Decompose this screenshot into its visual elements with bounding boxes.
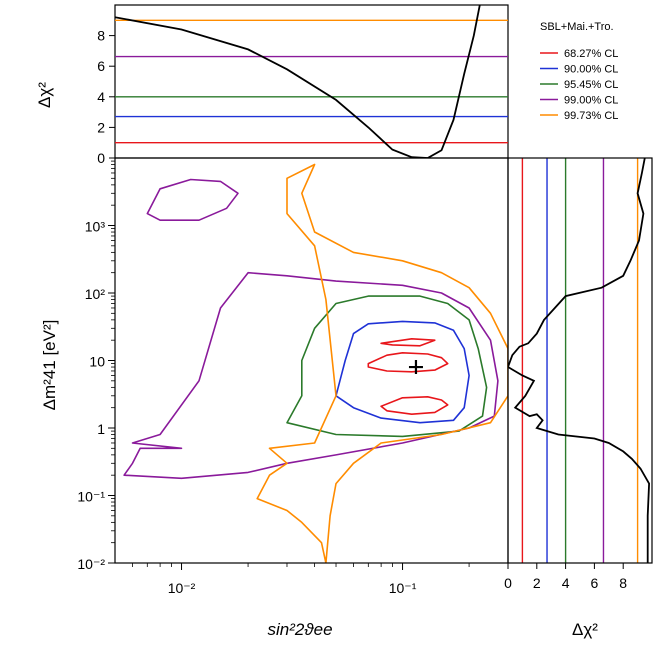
top-ytick-label: 8 [97, 28, 105, 44]
right-xlabel: Δχ² [572, 620, 598, 639]
contour-region [380, 337, 436, 347]
main-ytick-label: 10 [89, 354, 105, 370]
contour-region [146, 178, 239, 221]
right-frame [507, 157, 653, 564]
right-xtick-label: 2 [533, 575, 541, 591]
right-xtick-label: 0 [504, 575, 512, 591]
contour-region [380, 395, 449, 416]
right-xtick-label: 8 [619, 575, 627, 591]
right-xtick-label: 4 [562, 575, 570, 591]
contour-region [286, 295, 488, 438]
top-ytick-label: 2 [97, 119, 105, 135]
legend: SBL+Mai.+Tro. 68.27% CL 90.00% CL 95.45% C… [540, 21, 618, 122]
main-xtick-label: 10⁻² [168, 580, 196, 596]
top-ytick-label: 0 [97, 150, 105, 166]
main-xtick-label: 10⁻¹ [389, 580, 417, 596]
main-ytick-label: 1 [97, 421, 105, 437]
best-fit-marker [408, 360, 423, 375]
top-chi2-curve [115, 5, 481, 158]
top-ytick-label: 6 [97, 58, 105, 74]
main-frame [114, 157, 509, 564]
legend-item-label: 95.45% CL [564, 79, 618, 91]
legend-item-label: 99.00% CL [564, 95, 618, 107]
top-ytick-label: 4 [97, 89, 105, 105]
top-chi2-panel: 0 2 4 6 8 [97, 4, 509, 166]
contour-region [335, 320, 470, 424]
main-ytick-label: 10⁻¹ [77, 489, 105, 505]
main-ylabel: Δm²41 [eV²] [40, 320, 59, 411]
legend-item-label: 68.27% CL [564, 48, 618, 60]
legend-item-label: 90.00% CL [564, 64, 618, 76]
contour-region [256, 163, 508, 563]
right-chi2-panel: 0 2 4 6 8 [504, 157, 653, 591]
legend-title: SBL+Mai.+Tro. [540, 21, 614, 33]
legend-item-label: 99.73% CL [564, 110, 618, 122]
right-chi2-curve [508, 158, 651, 563]
right-xtick-label: 6 [591, 575, 599, 591]
main-ytick-label: 10⁻² [77, 556, 105, 572]
main-ytick-label: 10² [85, 286, 106, 302]
top-ylabel-text: Δχ² [35, 82, 54, 108]
main-xlabel: sin²2ϑee [267, 620, 332, 639]
contour-region [123, 271, 499, 480]
main-ytick-label: 10³ [85, 219, 106, 235]
top-ylabel: Δχ² [35, 82, 54, 108]
contours [123, 163, 508, 563]
contour-region [367, 351, 449, 373]
contour-panel: 10⁻² 10⁻¹ 1 10 10² 10³ 10⁻² 10⁻¹ [77, 157, 509, 596]
